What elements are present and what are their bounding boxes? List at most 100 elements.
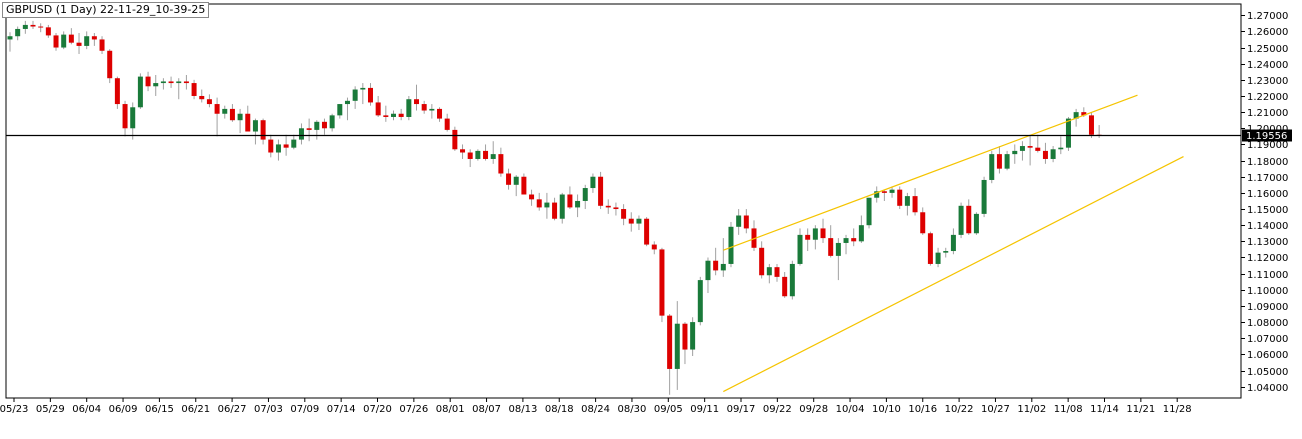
x-tick-label: 07/03 [254, 404, 283, 415]
y-tick-label: 1.09000 [1247, 302, 1288, 313]
candle-body-down [460, 149, 466, 153]
candle-body-down [920, 212, 926, 234]
x-tick-label: 09/28 [799, 404, 828, 415]
candle-body-up [490, 154, 496, 159]
candle-body-down [820, 228, 826, 239]
candle-body-down [245, 113, 251, 132]
candle-body-up [7, 36, 13, 40]
candle-body-up [1012, 150, 1018, 155]
x-tick-label: 05/23 [0, 404, 28, 415]
candle-body-up [736, 215, 742, 227]
x-tick-label: 10/16 [908, 404, 937, 415]
candle-body-up [981, 179, 987, 214]
candle-body-up [989, 154, 995, 180]
y-tick-label: 1.22000 [1247, 92, 1288, 103]
candle-body-up [291, 139, 297, 148]
x-tick-label: 06/21 [181, 404, 210, 415]
candle-body-down [613, 207, 619, 210]
candle-body-up [137, 76, 143, 108]
y-tick-label: 1.05000 [1247, 367, 1288, 378]
candle-body-up [84, 36, 90, 46]
candle-body-up [391, 113, 396, 117]
candle-body-down [1042, 150, 1048, 159]
candle-body-down [437, 108, 443, 119]
candle-body-up [636, 218, 642, 224]
candle-body-up [61, 34, 67, 48]
x-tick-label: 07/09 [290, 404, 319, 415]
candle-body-down [605, 205, 611, 208]
y-tick-label: 1.19000 [1247, 140, 1288, 151]
candle-body-up [513, 176, 519, 185]
candle-body-down [567, 194, 573, 208]
candle-body-up [160, 81, 166, 84]
axis-layer: 1.04000 1.05000 1.06000 1.07000 1.08000 1.090… [0, 11, 1288, 415]
plot-frame [5, 3, 1242, 399]
candle-body-up [590, 176, 596, 189]
candle-body-down [30, 24, 36, 27]
x-tick-label: 08/01 [436, 404, 465, 415]
candle-body-up [697, 280, 703, 323]
x-tick-label: 08/07 [472, 404, 501, 415]
candle-body-up [1050, 149, 1056, 159]
candle-body-down [114, 78, 120, 105]
candle-body-down [1081, 112, 1087, 116]
y-tick-label: 1.10000 [1247, 286, 1288, 297]
candle-body-down [383, 115, 389, 117]
candle-body-down [881, 191, 887, 193]
candle-body-up [344, 100, 350, 105]
x-tick-label: 11/02 [1017, 404, 1046, 415]
x-tick-label: 08/24 [581, 404, 610, 415]
x-tick-label: 10/04 [836, 404, 865, 415]
candle-body-down [782, 276, 788, 297]
candle-body-down [321, 121, 327, 129]
x-tick-label: 11/14 [1090, 404, 1119, 415]
x-tick-label: 10/27 [981, 404, 1010, 415]
candle-body-down [529, 194, 535, 200]
candle-body-down [260, 120, 266, 140]
candle-body-up [298, 128, 304, 140]
candle-body-up [874, 191, 880, 198]
x-tick-label: 06/15 [145, 404, 174, 415]
candle-body-up [797, 234, 803, 264]
x-tick-label: 09/05 [654, 404, 683, 415]
candle-body-down [996, 154, 1002, 169]
candle-body-up [958, 205, 964, 235]
x-tick-label: 06/04 [72, 404, 101, 415]
candle-body-up [252, 120, 258, 132]
candle-body-down [1035, 147, 1041, 151]
candle-body-down [367, 87, 373, 103]
x-tick-label: 10/10 [872, 404, 901, 415]
candle-body-down [168, 81, 174, 84]
candle-body-down [1027, 146, 1033, 148]
candle-body-down [122, 104, 128, 129]
candle-body-up [222, 108, 228, 114]
y-tick-label: 1.20000 [1247, 124, 1288, 135]
candle-body-down [667, 315, 673, 369]
candle-body-down [759, 247, 765, 276]
y-tick-label: 1.15000 [1247, 205, 1288, 216]
candle-body-up [475, 150, 481, 159]
x-tick-label: 09/22 [763, 404, 792, 415]
y-tick-label: 1.25000 [1247, 44, 1288, 55]
grid-layer [5, 3, 1242, 399]
candle-body-up [1004, 154, 1010, 169]
candle-body-up [352, 89, 358, 101]
candle-body-down [444, 118, 450, 130]
candle-body-up [935, 252, 941, 264]
candle-body-up [360, 87, 366, 90]
candle-layer [7, 20, 1102, 395]
y-tick-label: 1.16000 [1247, 189, 1288, 200]
candle-body-up [904, 196, 910, 206]
candle-body-up [720, 263, 726, 271]
candle-body-down [467, 152, 473, 159]
y-tick-label: 1.07000 [1247, 334, 1288, 345]
candle-body-up [575, 200, 581, 208]
candle-body-down [91, 36, 97, 40]
y-tick-label: 1.06000 [1247, 350, 1288, 361]
candle-body-up [858, 225, 864, 242]
candle-body-down [452, 129, 458, 150]
candle-body-down [199, 95, 205, 100]
candle-body-up [329, 115, 335, 129]
